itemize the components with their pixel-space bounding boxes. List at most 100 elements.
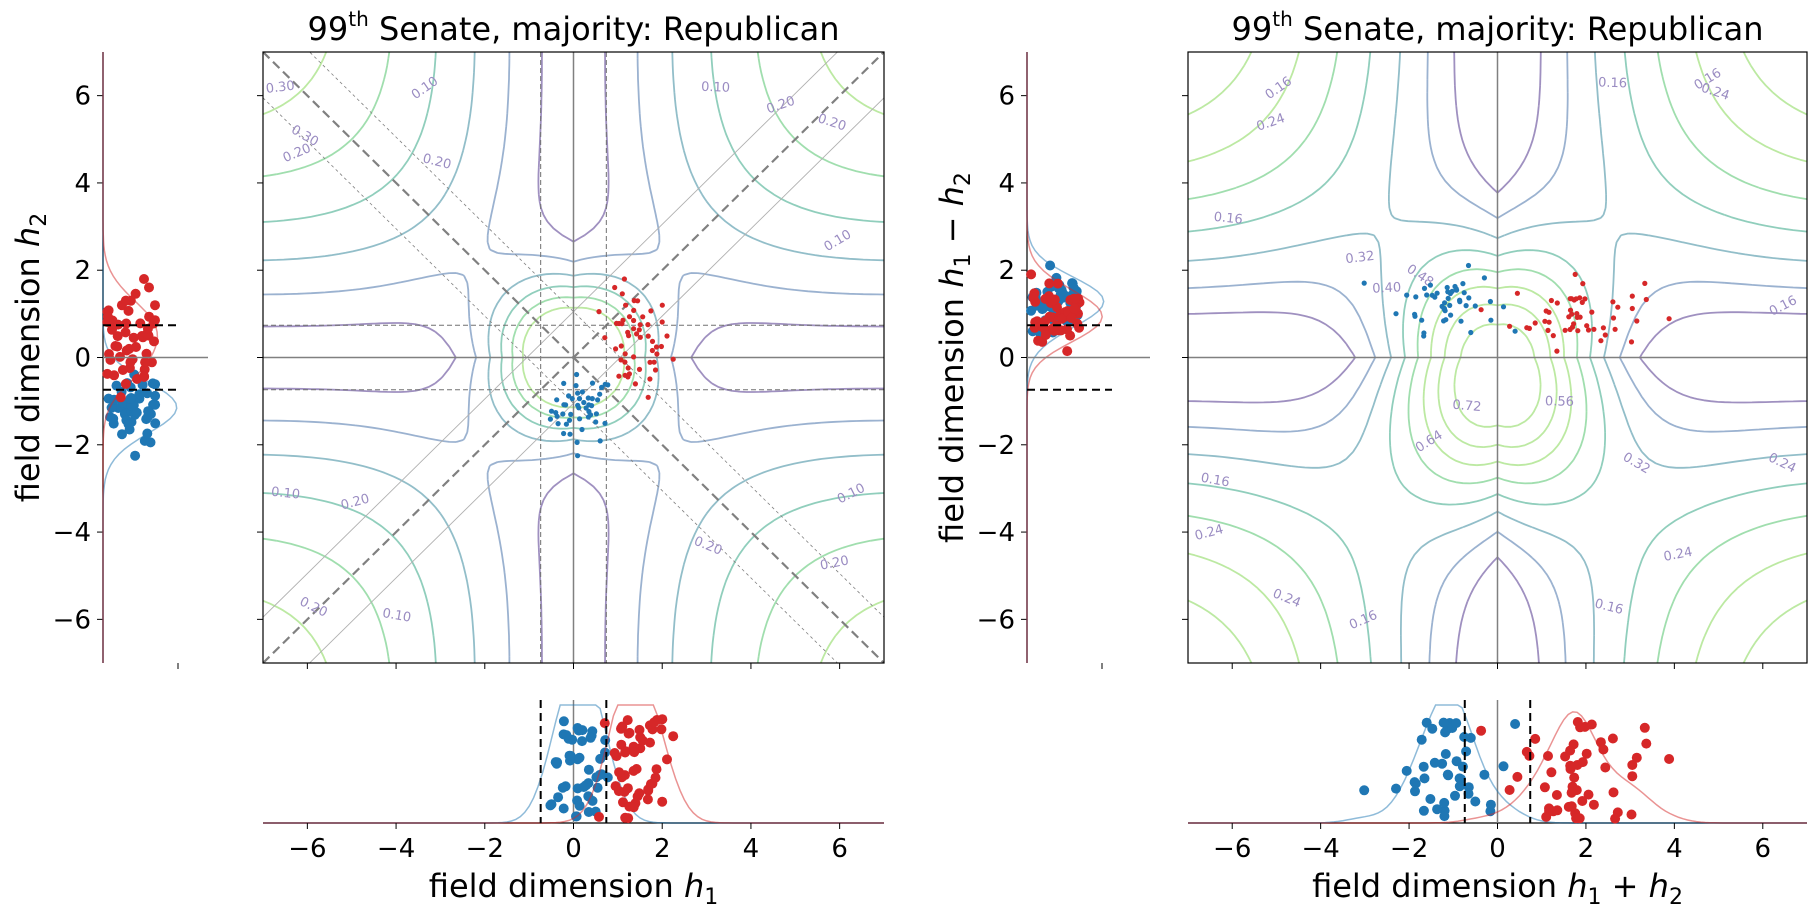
scatter-point-republican (1569, 311, 1575, 317)
scatter-point-republican (1548, 297, 1554, 304)
bottom-point-democrat (1454, 781, 1465, 792)
bottom-point-republican (1566, 787, 1577, 798)
scatter-point-republican (622, 351, 628, 357)
contour-label: 0.32 (1345, 249, 1376, 267)
scatter-point-democrat (1463, 303, 1469, 309)
side-point-republican (102, 311, 113, 322)
contour-label: 0.20 (339, 492, 371, 514)
bottom-point-republican (1600, 762, 1611, 773)
side-point-republican (139, 371, 150, 382)
contour-level-2 (263, 52, 884, 663)
scatter-point-republican (612, 284, 618, 291)
contour-label: 0.30 (265, 79, 296, 97)
scatter-point-democrat (589, 403, 595, 409)
bottom-point-republican (599, 718, 610, 729)
scatter-point-democrat (548, 408, 555, 414)
x-axis-label: field dimension h1 (429, 867, 718, 910)
scatter-point-democrat (588, 412, 594, 418)
scatter-point-republican (613, 346, 619, 352)
bottom-point-republican (1551, 790, 1562, 800)
scatter-point-republican (637, 334, 643, 340)
bottom-point-republican (620, 746, 631, 757)
scatter-point-republican (1478, 307, 1484, 313)
scatter-point-democrat (1441, 305, 1447, 312)
side-point-democrat (1069, 283, 1080, 294)
contour-label: 0.64 (1413, 428, 1446, 456)
contour-label: 0.10 (822, 227, 855, 255)
scatter-point-republican (640, 314, 646, 320)
x-tick-label: 6 (831, 834, 848, 864)
scatter-point-democrat (561, 402, 567, 408)
y-tick-label: 0 (998, 344, 1015, 374)
bottom-point-republican (1581, 748, 1592, 759)
bottom-point-republican (642, 794, 653, 805)
scatter-point-democrat (593, 411, 600, 417)
bottom-point-democrat (1510, 719, 1521, 729)
y-tick-label: 0 (74, 344, 91, 374)
scatter-point-democrat (1421, 285, 1428, 291)
bottom-point-republican (1641, 738, 1652, 749)
bottom-point-democrat (1419, 773, 1430, 784)
scatter-point-republican (658, 343, 665, 350)
scatter-point-democrat (566, 417, 573, 423)
scatter-point-democrat (589, 396, 595, 402)
scatter-point-democrat (595, 397, 601, 403)
bottom-point-democrat (558, 716, 569, 727)
side-point-republican (1032, 316, 1043, 327)
bottom-point-democrat (1391, 783, 1401, 794)
bottom-point-republican (1543, 751, 1553, 761)
side-point-republican (1056, 325, 1067, 336)
x-axis-label: field dimension h1 + h2 (1312, 867, 1683, 910)
scatter-point-democrat (569, 396, 575, 402)
scatter-point-democrat (1429, 292, 1435, 298)
scatter-point-republican (647, 376, 653, 382)
bottom-point-republican (1598, 744, 1609, 755)
scatter-point-republican (1514, 290, 1520, 296)
scatter-point-democrat (1421, 333, 1427, 339)
contour-label: 0.20 (297, 594, 330, 620)
contour-level-4 (1188, 52, 1807, 663)
y-axis-label: field dimension h2 (9, 213, 52, 502)
panel-left: 0.10 0.10 0.10 0.10 0.10 0.10 0.20 0.20 0.20 0.20… (9, 7, 885, 910)
contour-label: 0.16 (1347, 608, 1380, 633)
bottom-point-republican (1572, 717, 1583, 727)
scatter-point-republican (1612, 326, 1618, 332)
contour-level-1 (263, 52, 884, 663)
side-point-republican (115, 392, 126, 403)
bottom-point-democrat (1437, 758, 1448, 769)
scatter-point-republican (631, 317, 637, 324)
scatter-point-republican (634, 331, 640, 337)
bottom-point-republican (1631, 752, 1642, 763)
y-tick-label: 4 (74, 169, 91, 199)
scatter-point-democrat (553, 410, 559, 416)
bottom-point-republican (1588, 799, 1599, 810)
scatter-point-democrat (1481, 275, 1487, 281)
bottom-point-republican (1583, 789, 1594, 800)
scatter-point-republican (618, 343, 624, 349)
scatter-point-republican (649, 338, 656, 344)
scatter-point-democrat (576, 396, 583, 402)
bottom-point-democrat (1439, 797, 1450, 808)
y-tick-label: −6 (53, 605, 91, 635)
title-rest: Senate, majority: Republican (1293, 10, 1764, 48)
bottom-point-republican (629, 747, 640, 758)
scatter-point-democrat (577, 416, 583, 422)
scatter-point-republican (625, 365, 631, 371)
bottom-point-republican (1639, 722, 1650, 733)
scatter-point-republican (631, 326, 637, 332)
x-tick-label: −2 (466, 834, 504, 864)
scatter-point-republican (645, 322, 651, 328)
scatter-point-republican (1602, 332, 1608, 338)
xlabel-sub: 1 (1588, 885, 1602, 910)
contour-label: 0.16 (1213, 210, 1243, 228)
scatter-point-democrat (566, 393, 572, 399)
side-point-democrat (145, 437, 156, 448)
contour-label: 0.56 (1545, 394, 1574, 410)
scatter-point-democrat (1444, 284, 1450, 291)
y-tick-label: −2 (977, 431, 1015, 461)
bottom-point-republican (1627, 771, 1638, 782)
contour-label: 0.24 (1662, 545, 1693, 565)
antidiag-offset-1 (309, 52, 884, 618)
scatter-point-democrat (575, 390, 581, 396)
